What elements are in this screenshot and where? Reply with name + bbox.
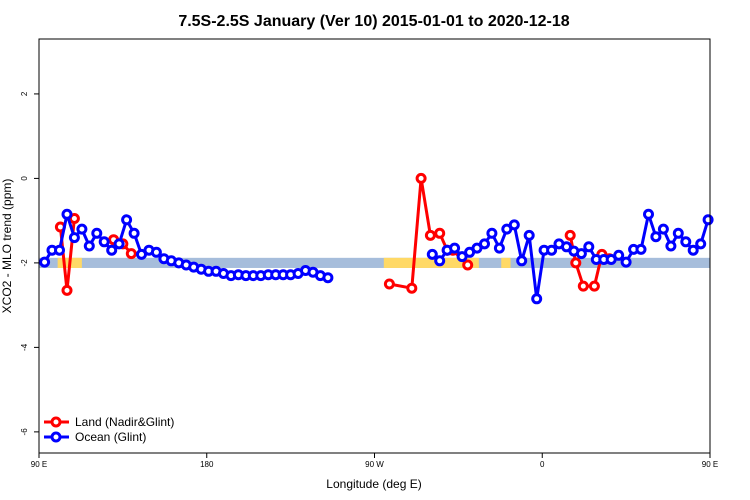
series-ocean-point	[128, 227, 140, 239]
series-ocean-point	[456, 251, 468, 263]
series-ocean-point	[68, 232, 80, 244]
series-ocean-point	[150, 246, 162, 258]
y-tick-label: -4	[20, 343, 29, 351]
series-ocean-point	[702, 214, 714, 226]
series-ocean-point	[672, 227, 684, 239]
series-ocean-point	[680, 236, 692, 248]
series-land-point	[383, 278, 395, 290]
series-ocean-point	[113, 238, 125, 250]
series-ocean-point	[76, 223, 88, 235]
series-ocean-point	[508, 219, 520, 231]
series-land-point	[406, 282, 418, 294]
band-land-segment	[501, 257, 511, 268]
series-ocean-point	[575, 248, 587, 260]
series-ocean-point	[61, 208, 73, 220]
series-ocean-point	[643, 208, 654, 220]
series-ocean-point	[434, 255, 446, 267]
x-tick-label: 0	[540, 460, 545, 469]
y-tick-label: 0	[20, 176, 29, 181]
legend-land-marker	[50, 416, 62, 428]
series-ocean-point	[322, 272, 334, 284]
series-ocean-point	[486, 227, 498, 239]
series-ocean-point	[523, 229, 535, 241]
series-ocean-point	[665, 240, 677, 252]
chart-title: 7.5S-2.5S January (Ver 10) 2015-01-01 to…	[178, 13, 569, 30]
series-land-point	[462, 259, 474, 271]
series-land-point	[415, 172, 427, 184]
series-land-point	[424, 229, 436, 241]
legend-ocean-label: Ocean (Glint)	[75, 430, 146, 444]
series-ocean-point	[613, 249, 625, 261]
y-axis-label: XCO2 - MLO trend (ppm)	[0, 179, 14, 314]
x-tick-label: 90 E	[702, 460, 718, 469]
band-land-segment	[383, 257, 479, 268]
x-tick-label: 180	[200, 460, 214, 469]
series-ocean-point	[106, 244, 118, 256]
series-layer	[39, 172, 714, 305]
series-ocean-point	[546, 244, 558, 256]
series-ocean-point	[657, 223, 669, 235]
axes: 90 E 180 90 W 0 90 E 2 0 -2 -4 -6	[20, 91, 718, 469]
legend-land-label: Land (Nadir&Glint)	[75, 415, 174, 429]
series-ocean-point	[531, 293, 543, 305]
series-ocean-point	[83, 240, 95, 252]
x-axis-label: Longitude (deg E)	[326, 477, 421, 491]
series-ocean-point	[479, 238, 490, 250]
series-ocean-point	[635, 243, 647, 255]
series-ocean-point	[449, 242, 461, 254]
series-land-point	[588, 280, 600, 292]
series-land-point	[61, 284, 73, 296]
series-ocean-point	[695, 238, 707, 250]
band-ocean	[39, 257, 710, 268]
series-ocean-point	[91, 227, 103, 239]
y-tick-label: -6	[20, 428, 29, 436]
series-ocean-point	[98, 236, 110, 248]
series-ocean-point	[493, 242, 505, 254]
series-ocean-point	[583, 241, 595, 253]
series-land-point	[564, 229, 576, 241]
series-ocean-point	[516, 255, 528, 267]
x-tick-label: 90 W	[365, 460, 384, 469]
series-ocean-point	[54, 244, 65, 256]
series-land-point	[125, 248, 137, 260]
series-land-point	[577, 280, 589, 292]
series-ocean-point	[620, 256, 632, 268]
series-ocean-point	[121, 214, 133, 226]
y-tick-label: 2	[20, 91, 29, 96]
x-tick-label: 90 E	[31, 460, 47, 469]
series-land-point	[434, 227, 446, 239]
series-land-point	[570, 257, 582, 269]
legend: Land (Nadir&Glint) Ocean (Glint)	[44, 415, 174, 444]
series-ocean-point	[426, 248, 438, 260]
legend-ocean-marker	[50, 431, 62, 443]
series-ocean-point	[39, 256, 51, 268]
series-ocean	[39, 208, 714, 305]
series-ocean-point	[687, 244, 699, 256]
series-ocean-point	[650, 231, 662, 243]
y-tick-label: -2	[20, 259, 29, 267]
